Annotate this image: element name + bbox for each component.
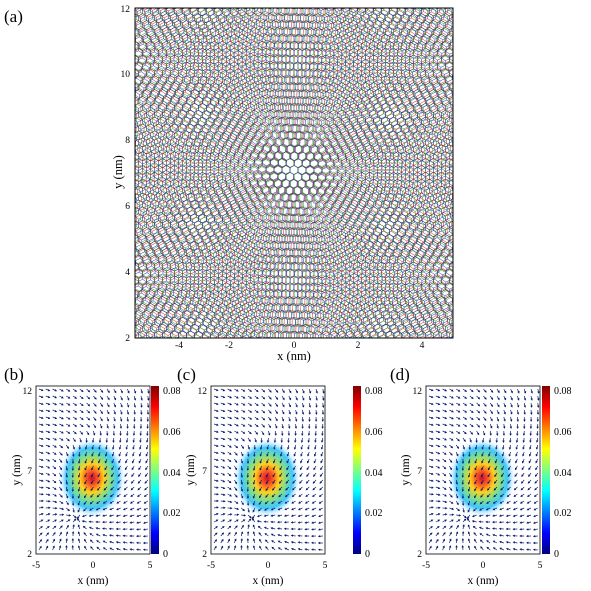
panel-a-frame xyxy=(134,7,454,339)
panel-d: (d) 0.08 0.06 0.04 0.02 0 12 7 2 -5 0 5 … xyxy=(390,365,572,587)
vector-field xyxy=(38,388,150,551)
x-tick-label: 5 xyxy=(148,561,153,571)
x-tick-label: 4 xyxy=(420,341,425,351)
x-tick-label: 5 xyxy=(538,561,543,571)
x-tick-label: 0 xyxy=(91,561,96,571)
colorbar-tick-label: 0.08 xyxy=(163,386,181,397)
y-tick-label: 7 xyxy=(417,467,422,477)
y-axis-title: y (nm) xyxy=(185,454,197,485)
x-axis-title: x (nm) xyxy=(468,575,499,587)
colorbar-tick-label: 0.04 xyxy=(554,468,572,479)
x-tick-label: -5 xyxy=(207,561,215,571)
panel-c-frame xyxy=(210,385,326,555)
colorbar-tick-label: 0 xyxy=(554,549,559,560)
panel-a-ticks: -4 -2 0 2 4 12 10 8 6 4 2 xyxy=(121,5,425,351)
x-tick-label: -2 xyxy=(225,341,233,351)
colorbar xyxy=(542,386,550,554)
panel-b-frame xyxy=(35,385,151,555)
y-tick-label: 7 xyxy=(202,467,207,477)
colorbar-tick-label: 0.08 xyxy=(554,386,572,397)
panel-b: (b) 0.08 0.06 0.04 0.02 0 12 7 2 -5 0 5 … xyxy=(4,365,181,587)
colorbar-tick-label: 0.04 xyxy=(365,468,383,479)
colorbar-tick-label: 0 xyxy=(365,549,370,560)
lattice-layer xyxy=(135,8,453,338)
colorbar-tick-label: 0.04 xyxy=(163,468,181,479)
density-hotspot xyxy=(233,438,301,518)
y-tick-label: 7 xyxy=(27,467,32,477)
colorbar xyxy=(353,386,361,554)
moire-lattice xyxy=(135,8,453,338)
y-tick-label: 12 xyxy=(198,387,208,397)
panel-d-plot xyxy=(428,388,540,551)
colorbar-tick-label: 0.06 xyxy=(554,427,572,438)
density-hotspot xyxy=(448,438,516,518)
panel-d-label: (d) xyxy=(390,365,410,384)
panel-a-label: (a) xyxy=(4,7,23,26)
panel-c: (c) 0.08 0.06 0.04 0.02 0 12 7 2 -5 0 5 … xyxy=(177,365,383,587)
y-tick-label: 12 xyxy=(23,387,33,397)
y-axis-title: y (nm) xyxy=(111,155,125,189)
x-tick-label: -5 xyxy=(32,561,40,571)
x-tick-label: 0 xyxy=(266,561,271,571)
x-tick-label: -4 xyxy=(175,341,183,351)
y-tick-label: 2 xyxy=(27,550,32,560)
colorbar-ticks: 0.08 0.06 0.04 0.02 0 xyxy=(163,386,181,560)
vector-arrows xyxy=(213,388,325,551)
colorbar-ticks: 0.08 0.06 0.04 0.02 0 xyxy=(365,386,383,560)
y-tick-label: 12 xyxy=(413,387,423,397)
vector-arrows xyxy=(38,388,150,551)
x-tick-label: -5 xyxy=(422,561,430,571)
panel-c-label: (c) xyxy=(177,365,196,384)
panel-b-label: (b) xyxy=(4,365,24,384)
y-tick-label: 2 xyxy=(202,550,207,560)
y-tick-label: 2 xyxy=(125,334,130,344)
y-tick-label: 12 xyxy=(121,5,131,15)
panel-d-frame xyxy=(425,385,541,555)
x-tick-label: 0 xyxy=(292,341,297,351)
colorbar-tick-label: 0.06 xyxy=(365,427,383,438)
vector-arrows xyxy=(428,388,540,551)
x-axis-title: x (nm) xyxy=(78,575,109,587)
x-tick-label: 0 xyxy=(481,561,486,571)
x-tick-label: 2 xyxy=(356,341,361,351)
vector-field xyxy=(213,388,325,551)
x-axis-title: x (nm) xyxy=(277,349,311,363)
colorbar-tick-label: 0.02 xyxy=(554,508,572,519)
colorbar-tick-label: 0.02 xyxy=(163,508,181,519)
y-tick-label: 8 xyxy=(125,136,130,146)
y-tick-label: 4 xyxy=(125,268,130,278)
colorbar-tick-label: 0.02 xyxy=(365,508,383,519)
colorbar xyxy=(151,386,159,554)
panel-b-plot xyxy=(38,388,150,551)
y-tick-label: 6 xyxy=(125,202,130,212)
colorbar-tick-label: 0.06 xyxy=(163,427,181,438)
y-axis-title: y (nm) xyxy=(400,454,412,485)
colorbar-tick-label: 0 xyxy=(163,549,168,560)
y-tick-label: 10 xyxy=(121,70,131,80)
panel-c-plot xyxy=(213,388,325,551)
panel-a: (a) -4 -2 0 2 4 12 10 8 6 4 2 x (nm) y (… xyxy=(4,5,454,363)
x-axis-title: x (nm) xyxy=(253,575,284,587)
x-tick-label: 5 xyxy=(323,561,328,571)
y-tick-label: 2 xyxy=(417,550,422,560)
colorbar-tick-label: 0.08 xyxy=(365,386,383,397)
y-axis-title: y (nm) xyxy=(11,454,23,485)
colorbar-ticks: 0.08 0.06 0.04 0.02 0 xyxy=(554,386,572,560)
density-hotspot xyxy=(58,438,126,518)
vector-field xyxy=(428,388,540,551)
